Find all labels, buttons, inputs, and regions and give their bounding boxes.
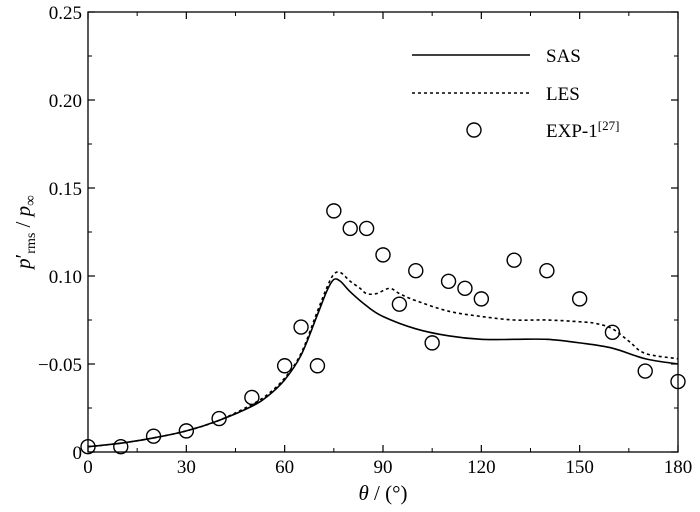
y-tick-label: −0.05 — [38, 355, 82, 376]
series-line-les — [87, 271, 679, 448]
exp-data-point — [244, 389, 260, 406]
exp-data-point — [440, 273, 457, 289]
exp-data-point — [670, 373, 686, 390]
legend-label-les: LES — [546, 84, 580, 105]
exp-data-point — [539, 263, 555, 279]
y-axis-label: p′rms / p∞ — [11, 195, 39, 271]
exp-data-point — [276, 358, 293, 374]
exp-data-point — [178, 423, 195, 439]
exp-data-point — [637, 363, 653, 379]
x-tick-label: 0 — [83, 457, 93, 478]
y-axis-ticks: 0 −0.05 0.10 0.15 0.20 0.25 — [38, 3, 678, 464]
exp-data-point — [424, 335, 440, 351]
x-tick-label: 120 — [467, 457, 496, 478]
y-tick-label: 0 — [73, 443, 83, 464]
legend-marker-exp — [466, 122, 482, 138]
legend-label-exp-ref: [27] — [598, 118, 620, 133]
series-points — [80, 203, 686, 455]
y-tick-label: 0.25 — [49, 3, 82, 24]
exp-data-point — [80, 439, 96, 455]
exp-data-point — [457, 280, 473, 297]
exp-data-point — [571, 291, 588, 307]
y-tick-label: 0.15 — [49, 179, 82, 200]
exp-data-point — [408, 263, 424, 279]
legend-label-exp: EXP-1[27] — [546, 118, 619, 142]
exp-data-point — [506, 252, 522, 268]
series-line-sas — [87, 278, 679, 448]
x-axis-ticks: 0 30 60 90 120 150 180 — [83, 12, 692, 478]
exp-data-point — [211, 410, 227, 427]
exp-data-point — [113, 439, 129, 455]
exp-data-point — [391, 296, 408, 312]
exp-data-point — [309, 358, 326, 374]
exp-data-point — [145, 428, 162, 444]
exp-data-point — [473, 291, 490, 307]
exp-data-point — [326, 203, 342, 219]
x-tick-label: 30 — [177, 457, 196, 478]
exp-data-point — [358, 220, 375, 237]
series-lines — [87, 271, 679, 448]
x-tick-label: 60 — [275, 457, 294, 478]
exp-data-point — [604, 324, 621, 341]
plot-frame — [87, 11, 679, 453]
x-tick-label: 180 — [664, 457, 693, 478]
x-tick-label: 90 — [374, 457, 393, 478]
legend-label-sas: SAS — [546, 46, 581, 67]
exp-data-point — [342, 220, 358, 237]
exp-data-point — [293, 319, 309, 335]
y-tick-label: 0.10 — [49, 267, 82, 288]
x-axis-label: θ / (°) — [358, 481, 407, 505]
y-tick-label: 0.20 — [49, 91, 82, 112]
legend: SAS LES EXP-1[27] — [412, 46, 619, 142]
svg-text:p′rms / p∞: p′rms / p∞ — [11, 195, 39, 271]
exp-data-point — [375, 247, 391, 263]
x-tick-label: 150 — [565, 457, 594, 478]
